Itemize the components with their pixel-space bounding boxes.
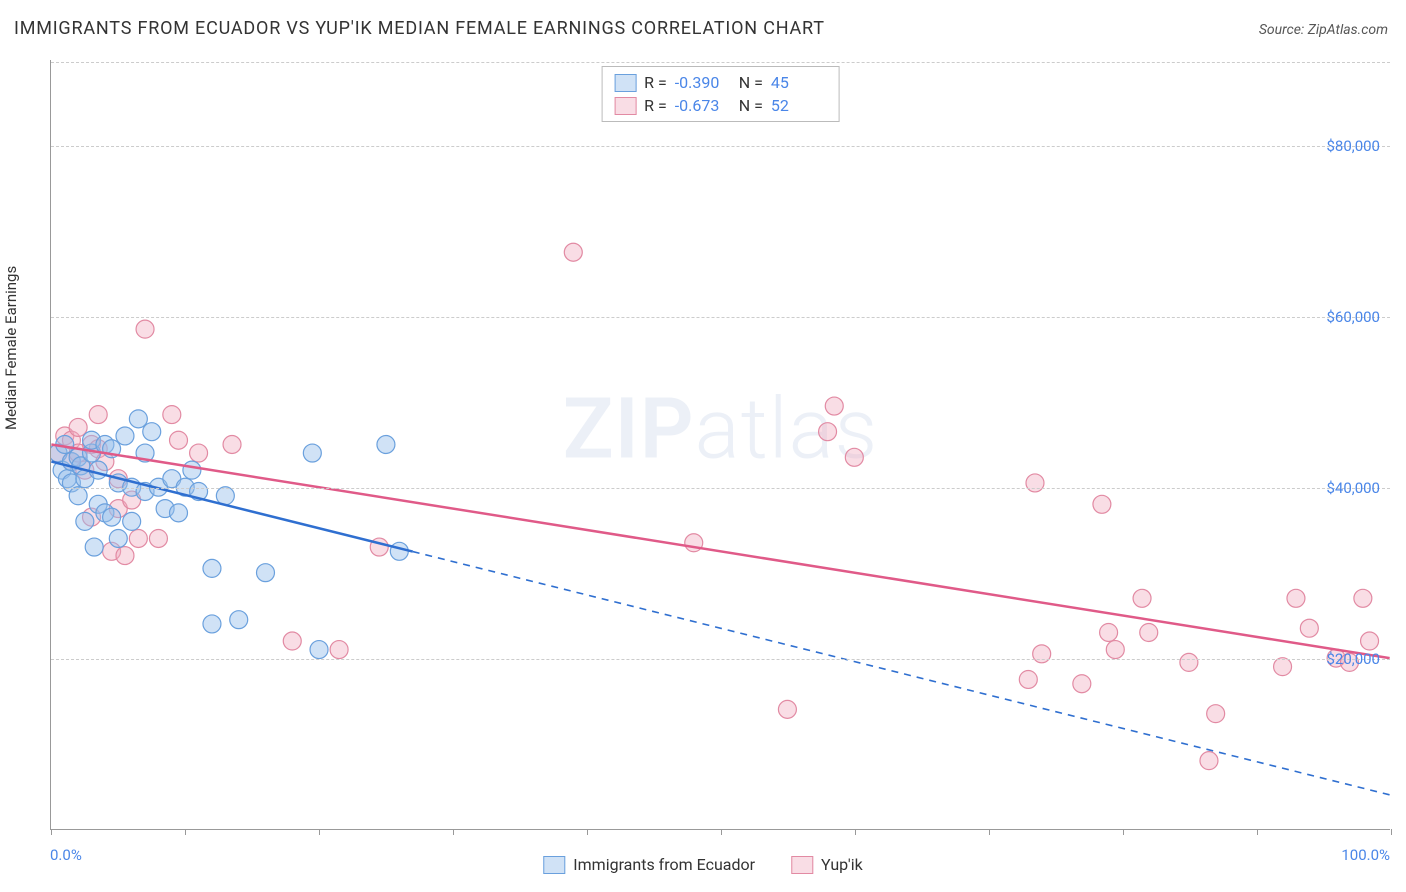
- data-point: [149, 530, 167, 548]
- data-point: [1287, 589, 1305, 607]
- gridline: [51, 146, 1390, 147]
- data-point: [163, 406, 181, 424]
- data-point: [1106, 641, 1124, 659]
- x-tick: [1123, 829, 1124, 835]
- x-min-label: 0.0%: [50, 846, 82, 864]
- data-point: [283, 632, 301, 650]
- chart-title: IMMIGRANTS FROM ECUADOR VS YUP'IK MEDIAN…: [14, 18, 825, 39]
- data-point: [203, 559, 221, 577]
- data-point: [170, 504, 188, 522]
- data-point: [76, 512, 94, 530]
- data-point: [1207, 705, 1225, 723]
- data-point: [85, 538, 103, 556]
- gridline: [51, 659, 1390, 660]
- data-point: [1180, 653, 1198, 671]
- legend-item-2: Yup'ik: [791, 855, 863, 874]
- data-point: [377, 436, 395, 454]
- data-point: [1093, 495, 1111, 513]
- chart-svg: [51, 60, 1390, 829]
- x-max-label: 100.0%: [1341, 846, 1390, 864]
- y-axis-label: Median Female Earnings: [2, 266, 20, 430]
- data-point: [170, 431, 188, 449]
- data-point: [1361, 632, 1379, 650]
- data-point: [223, 436, 241, 454]
- legend-label-1: Immigrants from Ecuador: [573, 855, 755, 874]
- trendline-dashed: [413, 552, 1390, 795]
- x-tick: [319, 829, 320, 835]
- data-point: [123, 512, 141, 530]
- data-point: [390, 542, 408, 560]
- data-point: [1033, 645, 1051, 663]
- source-value: ZipAtlas.com: [1308, 22, 1388, 38]
- x-tick: [453, 829, 454, 835]
- x-tick: [185, 829, 186, 835]
- data-point: [1140, 623, 1158, 641]
- x-tick: [1391, 829, 1392, 835]
- trendline-solid: [51, 445, 1389, 659]
- data-point: [1100, 623, 1118, 641]
- chart-container: IMMIGRANTS FROM ECUADOR VS YUP'IK MEDIAN…: [0, 0, 1406, 892]
- data-point: [778, 700, 796, 718]
- data-point: [203, 615, 221, 633]
- source-attribution: Source: ZipAtlas.com: [1259, 22, 1388, 38]
- y-tick-label: $20,000: [1326, 650, 1380, 668]
- data-point: [136, 320, 154, 338]
- x-tick: [587, 829, 588, 835]
- source-label: Source:: [1259, 22, 1308, 38]
- data-point: [89, 461, 107, 479]
- y-tick-label: $80,000: [1326, 137, 1380, 155]
- data-point: [1354, 589, 1372, 607]
- data-point: [1133, 589, 1151, 607]
- plot-area: ZIPatlas R = -0.390 N = 45 R = -0.673 N …: [50, 60, 1390, 830]
- data-point: [1026, 474, 1044, 492]
- y-tick-label: $40,000: [1326, 479, 1380, 497]
- data-point: [330, 641, 348, 659]
- data-point: [819, 423, 837, 441]
- data-point: [89, 406, 107, 424]
- legend-swatch-2: [791, 856, 813, 874]
- data-point: [1300, 619, 1318, 637]
- data-point: [230, 611, 248, 629]
- gridline: [51, 317, 1390, 318]
- data-point: [129, 530, 147, 548]
- data-point: [825, 397, 843, 415]
- legend-item-1: Immigrants from Ecuador: [543, 855, 755, 874]
- data-point: [143, 423, 161, 441]
- x-tick: [1257, 829, 1258, 835]
- data-point: [116, 547, 134, 565]
- data-point: [1200, 752, 1218, 770]
- data-point: [183, 461, 201, 479]
- x-tick: [989, 829, 990, 835]
- data-point: [1274, 658, 1292, 676]
- data-point: [310, 641, 328, 659]
- gridline: [51, 488, 1390, 489]
- data-point: [190, 444, 208, 462]
- legend-label-2: Yup'ik: [821, 855, 863, 874]
- data-point: [69, 487, 87, 505]
- x-tick: [855, 829, 856, 835]
- data-point: [257, 564, 275, 582]
- data-point: [845, 448, 863, 466]
- data-point: [564, 243, 582, 261]
- x-tick: [721, 829, 722, 835]
- data-point: [303, 444, 321, 462]
- gridline-top: [51, 62, 1390, 63]
- data-point: [116, 427, 134, 445]
- data-point: [129, 410, 147, 428]
- data-point: [103, 508, 121, 526]
- data-point: [109, 530, 127, 548]
- legend-swatch-1: [543, 856, 565, 874]
- data-point: [69, 418, 87, 436]
- y-tick-label: $60,000: [1326, 308, 1380, 326]
- x-tick: [51, 829, 52, 835]
- bottom-legend: Immigrants from Ecuador Yup'ik: [543, 855, 862, 874]
- data-point: [1073, 675, 1091, 693]
- data-point: [1019, 670, 1037, 688]
